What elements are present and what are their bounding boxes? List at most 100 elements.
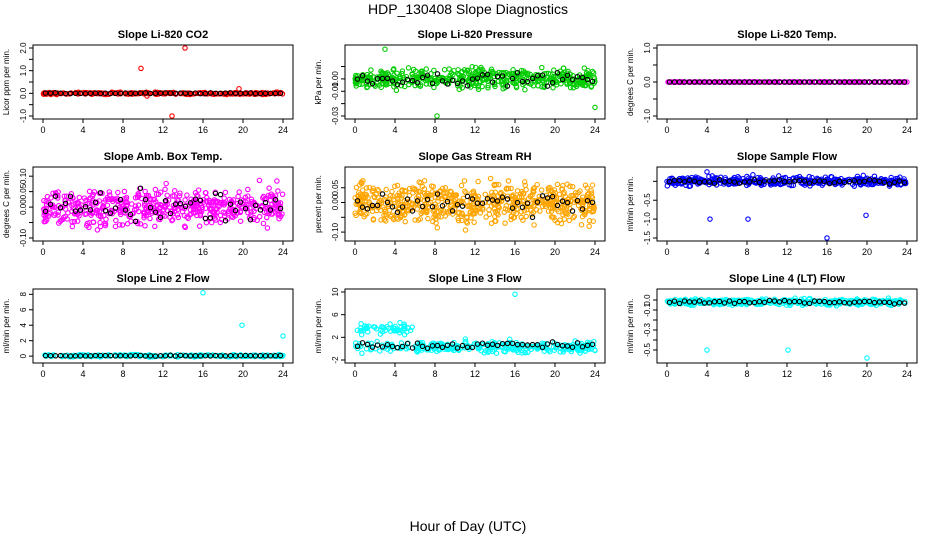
raw-point [262,196,268,203]
mean-point [761,178,768,184]
mean-point [369,80,376,87]
mean-point [524,200,531,207]
raw-point [418,69,424,75]
raw-point [442,185,449,191]
raw-point [379,324,385,330]
panel-4: Slope Amb. Box Temp. degrees C per min. 0 4… [2,151,294,257]
mean-point [861,178,868,185]
raw-point [773,79,780,85]
mean-point [262,199,269,206]
raw-point [398,340,405,346]
raw-point [750,172,756,178]
mean-point [359,72,366,79]
y-tick-label: 1.0 [643,42,652,54]
mean-point [801,178,808,184]
raw-point [557,349,564,355]
raw-point [467,84,474,90]
x-tick-label: 4 [80,369,85,379]
mean-point [811,79,818,85]
mean-point [856,79,863,85]
x-tick-label: 4 [392,369,397,379]
mean-point [157,214,164,221]
raw-point [227,206,233,213]
raw-point [352,75,359,82]
mean-point [384,199,391,206]
mean-point [107,210,114,216]
mean-point [162,90,169,96]
raw-point [491,341,498,348]
mean-point [831,299,838,306]
y-tick-label: 2.0 [19,42,28,54]
raw-point [849,79,856,85]
mean-point [212,90,219,97]
mean-point [539,193,546,199]
mean-point [217,191,224,198]
mean-point [217,90,224,97]
mean-point [364,341,371,348]
x-tick-label: 24 [902,247,912,257]
raw-point [377,207,384,214]
mean-point [177,200,184,207]
mean-point [172,353,179,359]
mean-point [202,90,209,97]
raw-point [405,198,412,205]
mean-point [272,90,279,97]
raw-point [354,199,361,206]
raw-point [76,194,83,201]
mean-point [364,78,371,84]
mean-point [77,353,84,359]
panel-8: Slope Line 3 Flow ml/min per min. 0 4 8 12 16 2… [314,273,606,379]
x-tick-label: 4 [704,247,709,257]
x-tick-label: 0 [664,369,669,379]
mean-point [831,79,838,85]
mean-point [514,70,521,76]
raw-point [378,198,385,204]
mean-point [881,79,888,85]
raw-point [585,80,591,87]
mean-point [701,300,708,306]
x-tick-label: 24 [590,369,600,379]
raw-point [255,90,261,97]
raw-point [135,202,142,208]
x-tick-label: 8 [432,369,437,379]
raw-point [820,298,826,305]
mean-point [137,352,144,359]
raw-point [203,198,210,204]
mean-point [711,79,718,85]
mean-point [252,353,259,359]
raw-point [567,84,574,91]
y-axis-label: degrees C per min. [626,48,635,116]
mean-point [519,341,526,348]
raw-point [562,210,568,216]
mean-point [886,299,893,306]
raw-point [123,194,130,201]
mean-point [127,90,134,97]
panel-3: Slope Li-820 Temp. degrees C per min. 0 4 8 1… [626,29,918,135]
mean-point [152,90,159,97]
y-tick-label: 8 [19,292,28,297]
raw-point [403,73,410,80]
raw-point [478,348,485,354]
x-tick-label: 24 [278,369,288,379]
raw-point [439,185,446,192]
raw-point [169,217,176,223]
x-tick-label: 12 [158,369,168,379]
mean-point [826,180,833,187]
mean-point [212,190,219,197]
mean-point [851,299,858,305]
outlier-point [200,290,206,296]
raw-point [783,79,790,85]
y-tick-label: -0.10 [331,222,340,241]
raw-point [570,214,576,221]
raw-point [421,178,428,184]
mean-point [419,343,426,350]
mean-point [232,207,239,214]
mean-point [569,208,576,214]
raw-point [503,186,510,192]
mean-point [841,299,848,306]
raw-point [706,181,712,188]
mean-point [277,352,284,359]
mean-point [272,353,279,359]
mean-point [816,79,823,85]
raw-point [761,181,767,187]
